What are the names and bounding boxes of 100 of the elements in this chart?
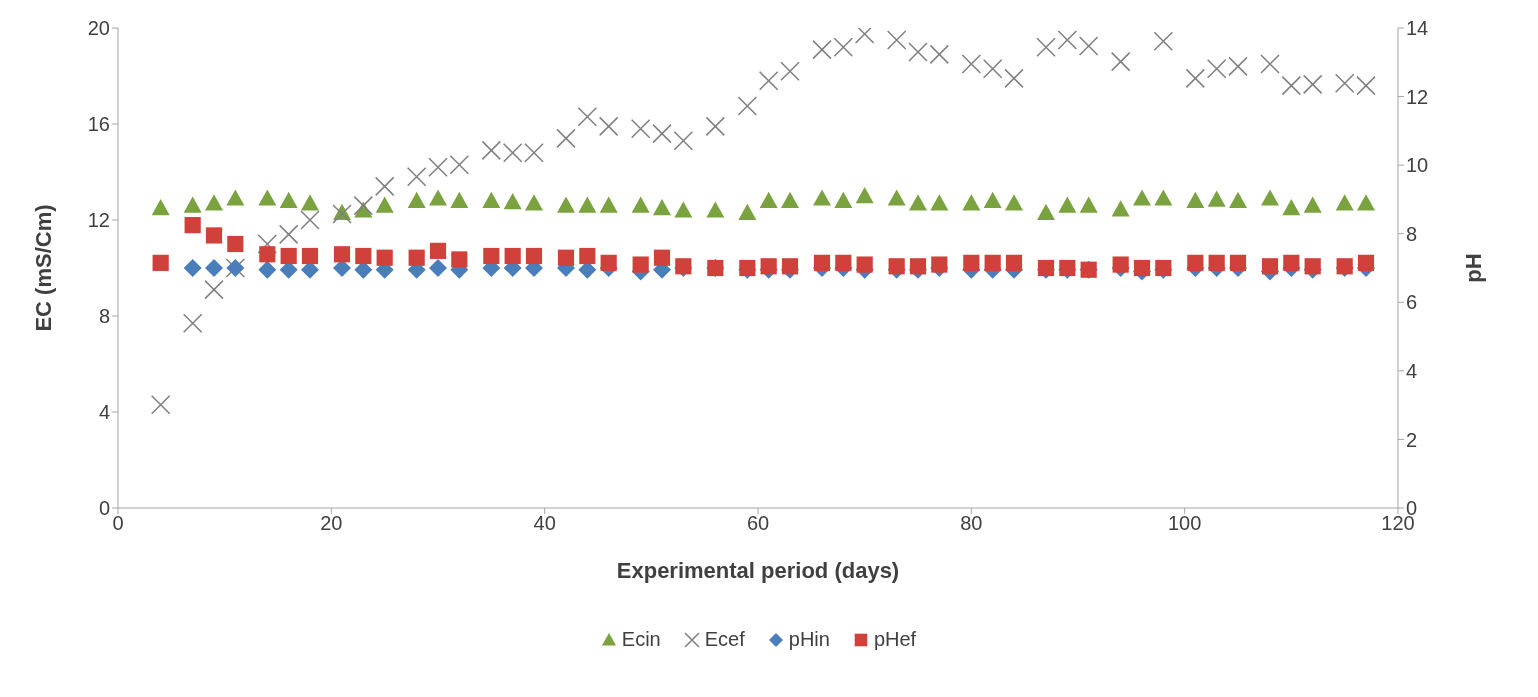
x-tick-label: 20 [320,512,343,535]
point [408,249,425,266]
point [887,189,906,206]
point [1261,258,1279,275]
point [1058,196,1077,213]
point [963,254,980,271]
point [781,258,799,275]
y2-tick-label: 6 [1406,291,1418,314]
point [929,44,950,65]
point [1260,54,1280,74]
point [631,196,650,213]
point [449,155,470,175]
point [525,194,543,211]
point [812,39,832,60]
x-tick-label: 100 [1167,512,1202,535]
y2-tick-label: 4 [1406,359,1418,382]
point [632,256,649,273]
y-tick-label: 12 [87,209,110,232]
point [855,187,874,204]
point [705,116,726,137]
point [1335,194,1354,211]
point [483,247,500,265]
point [503,193,522,210]
point [578,196,597,213]
y-tick-label: 8 [98,305,110,328]
point [1079,196,1098,213]
point [1206,59,1227,79]
point [227,235,244,253]
legend-label: Ecef [704,628,745,651]
y2-tick-label: 8 [1406,222,1418,245]
point [930,194,949,211]
point [931,256,948,273]
point [151,199,170,216]
point [557,249,575,266]
point [353,195,374,216]
point [738,203,757,220]
point [524,143,544,163]
point [374,176,395,197]
point [854,28,875,44]
point [1111,200,1130,217]
point [205,227,223,244]
point [1304,258,1321,275]
point [183,196,202,213]
point [1357,254,1375,271]
point [630,119,651,139]
point [909,194,927,211]
point [1037,203,1055,220]
point [760,258,777,275]
x-tick-label: 0 [112,512,124,535]
point [1229,191,1247,208]
point [961,54,982,74]
point [674,201,693,218]
point [557,196,575,213]
point [599,196,618,213]
point [150,395,171,415]
point [429,259,447,277]
y2-axis-title: pH [1460,253,1486,283]
y2-tick-label: 10 [1406,154,1429,177]
point [1078,36,1099,56]
point [280,247,297,265]
point [1153,31,1174,51]
point [653,249,671,266]
point [1229,254,1247,271]
point [258,260,277,279]
point [652,123,672,144]
point [279,191,298,208]
point [406,167,427,187]
point [450,191,469,208]
point [182,313,203,333]
point [1112,256,1129,273]
point [1283,254,1300,271]
y-axis-title: EC (mS/Cm) [30,204,56,332]
point [429,189,447,206]
point [278,224,299,245]
point [1110,51,1131,72]
point [502,143,523,163]
point [1228,56,1248,77]
y2-tick-label: 12 [1406,85,1429,108]
point [1133,189,1151,206]
point [429,242,447,259]
point [833,37,854,57]
point [1357,194,1375,211]
point [451,251,468,268]
point [759,191,778,208]
point [332,204,352,224]
point [205,194,223,211]
point [962,194,981,211]
point [1356,75,1376,96]
point [834,191,853,208]
point [813,189,831,206]
point [1208,254,1225,271]
point [226,189,245,206]
point [1186,191,1205,208]
y2-tick-label: 14 [1406,17,1429,40]
point [525,247,543,265]
point [428,157,448,177]
legend-label: pHef [873,628,917,651]
point [1185,68,1206,89]
point [258,189,277,206]
point [737,96,758,116]
